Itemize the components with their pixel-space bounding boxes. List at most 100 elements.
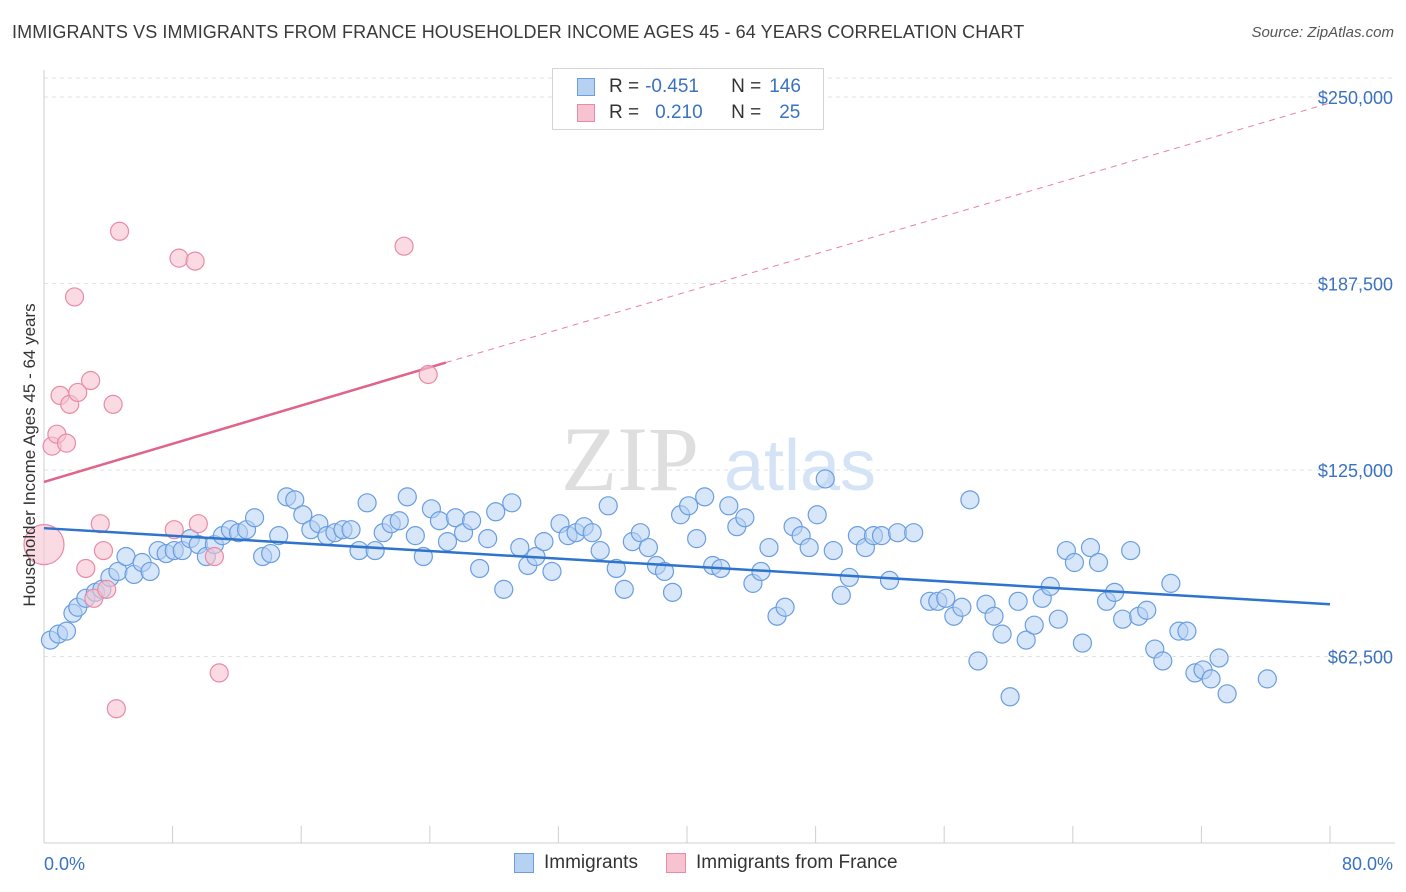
- y-tick-label: $125,000: [1318, 461, 1393, 481]
- r-value: 0.210: [655, 102, 703, 123]
- immigrants-point: [1016, 630, 1036, 650]
- immigrants-point: [1217, 684, 1237, 704]
- n-value: 146: [769, 76, 801, 97]
- r-label: R =: [609, 76, 640, 97]
- blue-swatch: [514, 853, 534, 873]
- immigrants-point: [534, 532, 554, 552]
- immigrants-point: [590, 540, 610, 561]
- immigrants-point: [1209, 648, 1229, 668]
- immigrants-point: [349, 540, 369, 561]
- immigrants-point: [695, 487, 715, 507]
- immigrants-point: [1072, 633, 1093, 653]
- immigrants-point: [1080, 537, 1101, 558]
- pink-swatch: [665, 853, 686, 873]
- immigrants-point: [478, 529, 498, 549]
- immigrants-point: [429, 511, 450, 531]
- y-tick-label: $250,000: [1318, 88, 1393, 108]
- immigrants-point: [654, 561, 675, 582]
- france-point: [64, 287, 85, 307]
- immigrants-point: [542, 561, 562, 582]
- immigrants-point: [759, 537, 779, 558]
- r-label: R =: [609, 102, 640, 123]
- chart-title: IMMIGRANTS VS IMMIGRANTS FROM FRANCE HOU…: [12, 22, 1025, 42]
- legend-item-france[interactable]: Immigrants from France: [665, 852, 898, 874]
- y-tick-labels: $62,500 $125,000 $187,500 $250,000: [1318, 88, 1393, 668]
- immigrants-point: [365, 540, 385, 561]
- immigrants-point: [486, 502, 506, 522]
- france-trend: [43, 102, 1331, 484]
- immigrants-point: [831, 585, 851, 605]
- immigrants-point: [1177, 621, 1197, 641]
- immigrants-point: [437, 532, 458, 552]
- france-point: [106, 699, 126, 719]
- watermark: ZIP atlas: [561, 408, 876, 510]
- france-point: [418, 364, 438, 385]
- immigrants-point: [494, 579, 514, 599]
- immigrants-point: [285, 490, 305, 510]
- france-point: [81, 370, 101, 391]
- france-point: [68, 382, 88, 403]
- immigrants-point: [1153, 651, 1173, 671]
- immigrants-point: [598, 496, 618, 516]
- immigrants-point: [871, 526, 892, 546]
- immigrants-point: [261, 543, 281, 564]
- y-tick-label: $187,500: [1318, 275, 1393, 295]
- france-point: [169, 248, 189, 268]
- y-axis-label: Householder Income Ages 45 - 64 years: [20, 303, 39, 607]
- n-label: N =: [731, 102, 762, 123]
- watermark-atlas: atlas: [724, 426, 876, 506]
- stats-row-immigrants: R = -0.451 N = 146: [577, 75, 801, 99]
- immigrants-point: [606, 558, 626, 579]
- immigrants-point: [630, 523, 650, 543]
- immigrants-point: [1161, 573, 1181, 593]
- immigrants-point: [823, 540, 843, 561]
- immigrants-point: [1137, 600, 1157, 620]
- pink-swatch: [577, 104, 595, 122]
- france-point: [185, 251, 205, 271]
- immigrants-point: [1113, 609, 1133, 629]
- immigrants-point: [116, 546, 136, 567]
- france-point: [23, 523, 65, 566]
- france-trend-solid: [43, 361, 447, 484]
- stats-row-france: R = 0.210 N = 25: [577, 101, 800, 125]
- r-value: -0.451: [645, 76, 699, 97]
- immigrants-point: [984, 606, 1004, 626]
- immigrants-point: [719, 496, 739, 516]
- france-point: [394, 236, 414, 256]
- immigrants-point: [461, 511, 482, 531]
- immigrants-point: [992, 624, 1012, 644]
- immigrants-point: [1000, 687, 1020, 707]
- n-value: 25: [779, 102, 801, 123]
- axes: [43, 70, 1395, 844]
- immigrants-point: [293, 505, 313, 525]
- immigrants-point: [968, 651, 988, 671]
- immigrants-point: [405, 526, 425, 546]
- immigrants-point: [679, 496, 699, 516]
- n-label: N =: [731, 76, 762, 97]
- france-trend-dashed: [445, 102, 1331, 364]
- immigrants-trend-line: [43, 526, 1331, 606]
- france-points: [23, 221, 438, 719]
- france-point: [164, 520, 184, 540]
- immigrants-point: [582, 523, 602, 543]
- immigrants-point: [775, 597, 795, 617]
- immigrants-point: [687, 529, 707, 549]
- immigrants-point: [807, 505, 827, 525]
- immigrants-point: [269, 526, 289, 546]
- immigrants-point: [140, 561, 160, 582]
- france-point: [97, 579, 117, 599]
- legend-item-immigrants[interactable]: Immigrants: [514, 852, 638, 874]
- series-legend: Immigrants Immigrants from France: [514, 852, 926, 874]
- immigrants-point: [904, 523, 924, 543]
- immigrants-point: [638, 537, 659, 558]
- immigrants-point: [1024, 615, 1044, 635]
- source-credit: Source: ZipAtlas.com: [1251, 24, 1394, 41]
- immigrants-point: [341, 520, 361, 540]
- y-tick-label: $62,500: [1328, 648, 1393, 668]
- x-tick-label-right: 80.0%: [1342, 854, 1393, 874]
- immigrants-point: [510, 537, 530, 558]
- immigrants-point: [735, 508, 755, 528]
- france-point: [93, 540, 114, 561]
- immigrants-point: [960, 490, 980, 510]
